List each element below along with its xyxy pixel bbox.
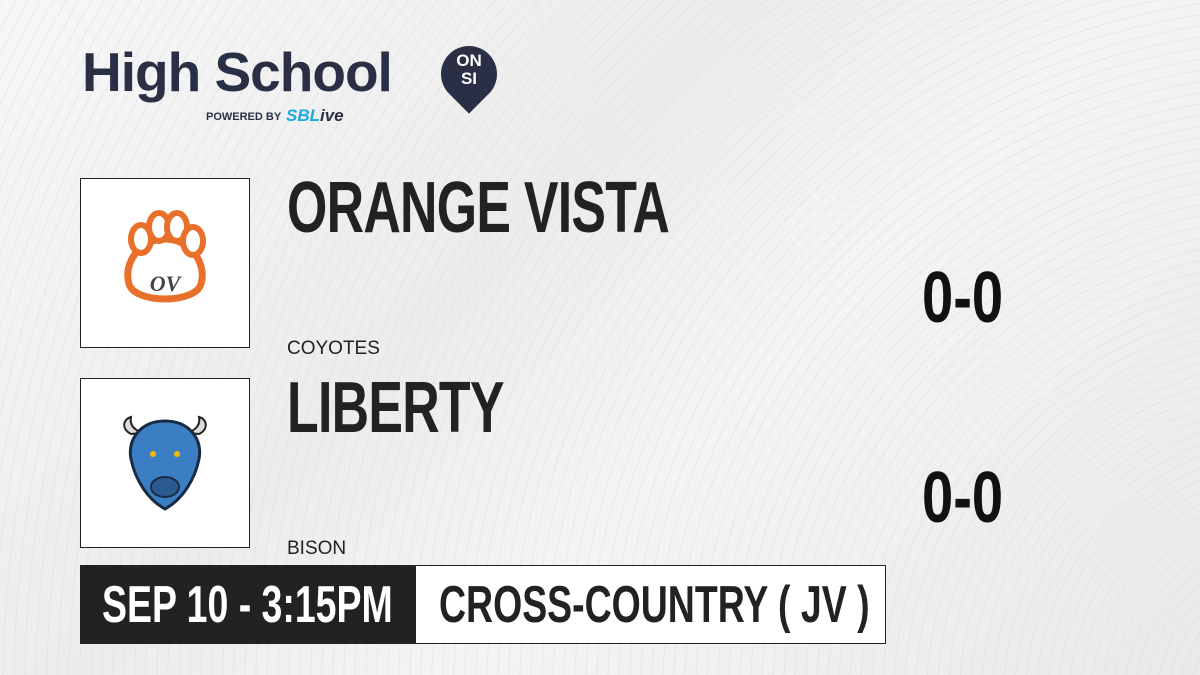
team-logo-liberty: [80, 378, 250, 548]
event-datetime-bar: SEP 10 - 3:15PM: [80, 565, 415, 644]
event-datetime: SEP 10 - 3:15PM: [102, 576, 393, 634]
on-si-badge: ON SI: [441, 52, 497, 88]
paw-icon: OV: [124, 210, 206, 303]
team-name-away: LIBERTY: [287, 368, 504, 448]
score-home: 0-0: [922, 258, 1004, 338]
sbl-text: SBL: [286, 106, 320, 125]
team-mascot-home: COYOTES: [287, 338, 380, 359]
powered-by: POWERED BY: [206, 111, 282, 123]
svg-text:OV: OV: [150, 271, 183, 296]
team-mascot-away: BISON: [287, 538, 347, 559]
badge-top: ON: [456, 51, 482, 70]
score-away: 0-0: [922, 458, 1004, 538]
team-logo-orange-vista: OV: [80, 178, 250, 348]
badge-bottom: SI: [460, 69, 478, 88]
event-sport-bar: CROSS-COUNTRY ( JV ): [415, 565, 886, 644]
team-name-home: ORANGE VISTA: [287, 168, 670, 248]
brand-title: High School: [82, 41, 393, 103]
bison-icon: [123, 415, 207, 511]
live-text: ive: [320, 106, 344, 125]
sblive-logo: SBLive: [286, 106, 344, 126]
event-sport: CROSS-COUNTRY ( JV ): [439, 576, 870, 634]
